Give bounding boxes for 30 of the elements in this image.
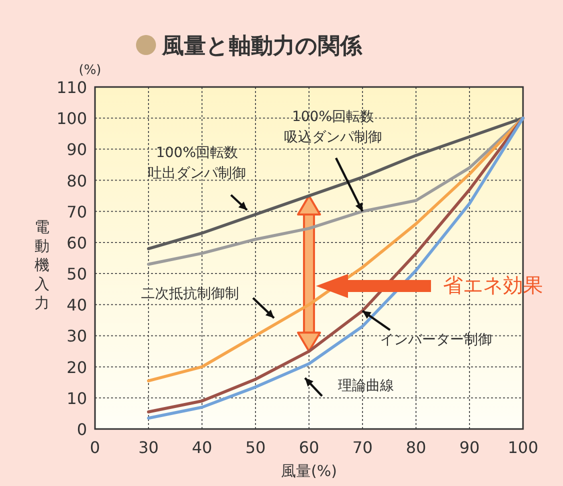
annotation: 二次抵抗制御制 xyxy=(141,286,239,302)
y-tick-label: 100 xyxy=(56,109,87,128)
x-tick-label: 90 xyxy=(459,438,480,457)
annotation: 理論曲線 xyxy=(338,378,394,394)
y-tick-label: 10 xyxy=(66,388,87,408)
y-tick-label: 80 xyxy=(66,171,87,190)
y-tick-label: 60 xyxy=(66,233,87,252)
x-tick-label: 0 xyxy=(90,438,100,457)
chart-title: 風量と軸動力の関係 xyxy=(161,34,363,59)
y-tick-label: 110 xyxy=(56,78,87,97)
x-tick-label: 80 xyxy=(406,438,426,457)
text: (%) xyxy=(78,63,102,78)
annotation: インバーター制御 xyxy=(380,332,492,348)
y-tick-label: 40 xyxy=(66,296,87,315)
x-tick-label: 50 xyxy=(245,438,266,457)
y-axis-title: 電動機入力 xyxy=(34,218,50,312)
x-tick-label: 40 xyxy=(192,438,212,457)
y-tick-label: 30 xyxy=(66,326,87,346)
x-tick-label: 100 xyxy=(508,438,538,457)
x-tick-label: 60 xyxy=(298,438,320,457)
annotation: 100%回転数吸込ダンパ制御 xyxy=(284,109,382,146)
y-tick-label: 50 xyxy=(66,264,87,284)
x-tick-label: 30 xyxy=(138,438,159,457)
y-tick-label: 0 xyxy=(76,420,87,439)
annotation: 100%回転数吐出ダンパ制御 xyxy=(148,145,246,182)
y-tick-label: 20 xyxy=(66,358,87,377)
y-tick-label: 90 xyxy=(66,140,87,160)
x-axis-title: 風量(%) xyxy=(281,462,337,480)
x-tick-label: 70 xyxy=(352,438,373,457)
y-tick-label: 70 xyxy=(66,202,87,222)
